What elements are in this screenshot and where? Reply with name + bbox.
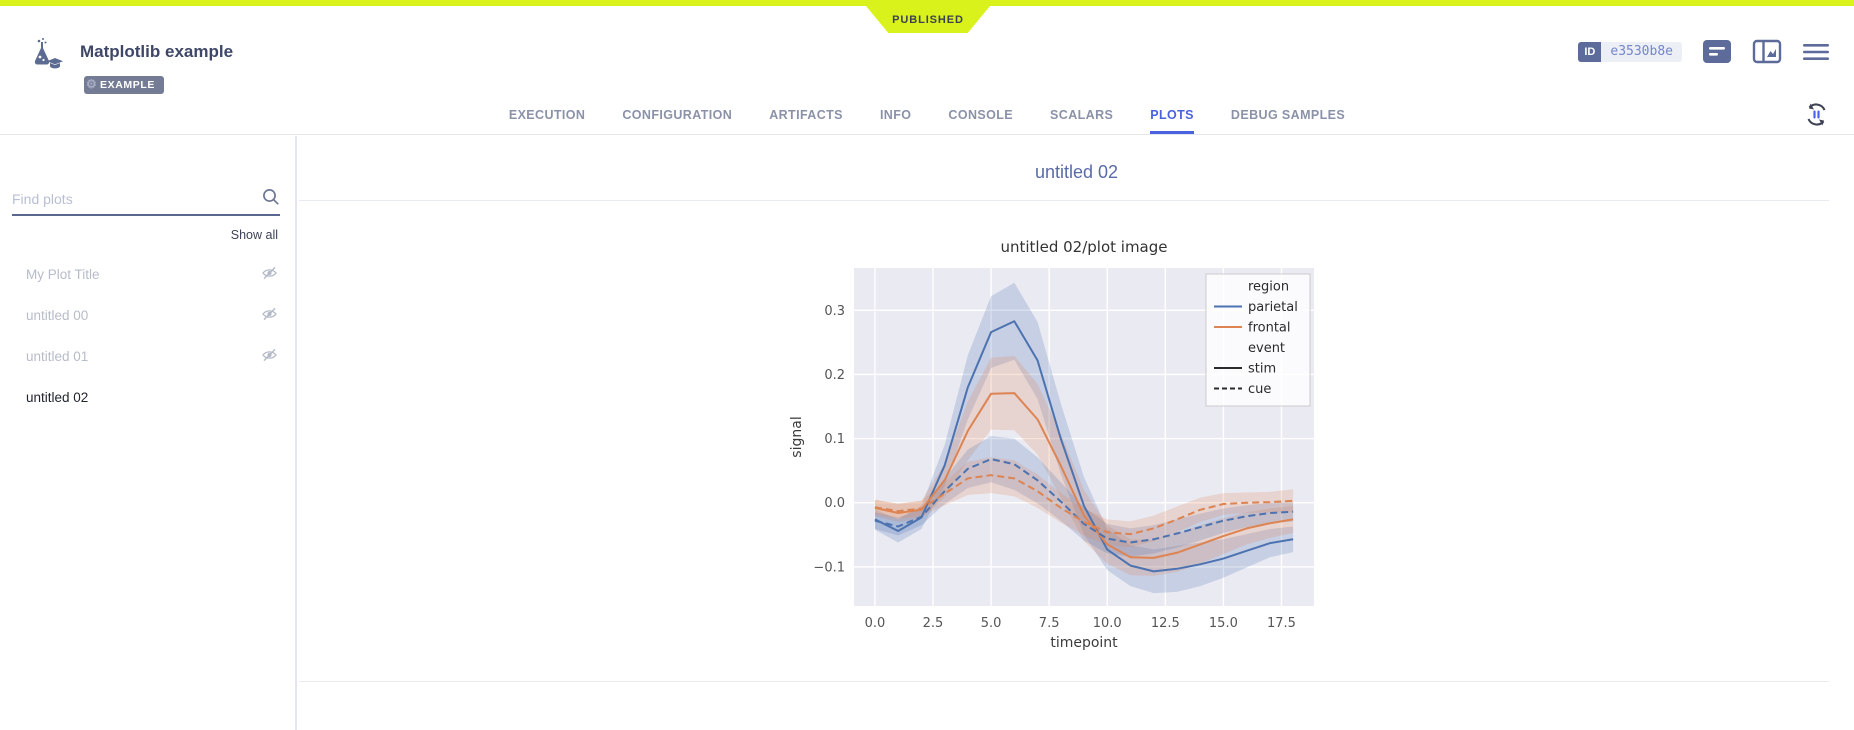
svg-text:12.5: 12.5 [1151,616,1180,631]
plot-card: 0.0 2.5 5.0 7.5 10.0 12.5 15.0 17.5 0.3 0.2 0.1 0.0… [299,200,1829,682]
id-value[interactable]: e3530b8e [1601,41,1682,62]
status-ribbon: PUBLISHED [866,6,990,33]
tab-scalars[interactable]: SCALARS [1050,108,1114,122]
plot-list-item-selected[interactable]: untitled 02 [0,377,295,418]
eye-off-icon[interactable] [261,266,278,283]
status-accent-bar [0,0,1854,6]
tab-plots[interactable]: PLOTS [1150,98,1194,134]
example-tag-label: EXAMPLE [100,79,155,91]
svg-text:timepoint: timepoint [1050,635,1118,651]
tab-artifacts[interactable]: ARTIFACTS [769,108,843,122]
svg-text:signal: signal [789,416,805,457]
auto-refresh-icon[interactable] [1803,101,1830,128]
experiment-title: Matplotlib example [80,42,234,61]
plot-item-label: untitled 02 [26,390,89,405]
comment-icon[interactable] [1702,38,1732,65]
svg-text:event: event [1248,341,1285,356]
gear-icon: ⚙ [86,77,98,91]
example-tag: ⚙ EXAMPLE [84,76,164,94]
svg-text:7.5: 7.5 [1039,616,1060,631]
svg-text:0.3: 0.3 [824,304,845,319]
main-content: untitled 02 0.0 2.5 5.0 7.5 10.0 12.5 15.0 17.5… [299,136,1854,730]
svg-text:parietal: parietal [1248,300,1298,315]
plot-list: My Plot Title untitled 00 untitled 01 [0,254,295,418]
experiment-type-icon [26,36,66,81]
svg-text:5.0: 5.0 [981,616,1002,631]
plot-item-label: untitled 01 [26,349,89,364]
svg-text:0.1: 0.1 [824,432,845,447]
svg-text:frontal: frontal [1248,321,1291,336]
svg-text:17.5: 17.5 [1267,616,1296,631]
id-badge: ID [1578,41,1602,62]
svg-text:−0.1: −0.1 [813,560,845,575]
search-input[interactable] [12,191,262,207]
svg-text:10.0: 10.0 [1093,616,1122,631]
tab-execution[interactable]: EXECUTION [508,108,586,122]
svg-text:untitled 02/plot image: untitled 02/plot image [1000,238,1167,256]
plots-sidebar: Show all My Plot Title untitled 00 [0,136,297,730]
tab-configuration[interactable]: CONFIGURATION [622,108,733,122]
tab-debug-samples[interactable]: DEBUG SAMPLES [1230,108,1346,122]
show-all-link[interactable]: Show all [230,228,278,242]
tab-console[interactable]: CONSOLE [948,108,1014,122]
svg-text:0.2: 0.2 [824,368,845,383]
svg-text:stim: stim [1248,362,1276,377]
section-title: untitled 02 [1034,162,1119,182]
plot-item-label: untitled 00 [26,308,89,323]
plot-figure: 0.0 2.5 5.0 7.5 10.0 12.5 15.0 17.5 0.3 0.2 0.1 0.0… [784,228,1344,681]
tab-bar: EXECUTION CONFIGURATION ARTIFACTS INFO C… [0,98,1854,134]
svg-text:0.0: 0.0 [865,616,886,631]
experiment-id[interactable]: ID e3530b8e [1578,41,1682,62]
eye-off-icon[interactable] [261,348,278,365]
plot-list-item[interactable]: My Plot Title [0,254,295,295]
svg-text:15.0: 15.0 [1209,616,1238,631]
svg-text:2.5: 2.5 [923,616,944,631]
search-icon[interactable] [262,188,280,211]
details-panel-icon[interactable] [1752,38,1782,65]
plot-search [12,184,280,216]
menu-icon[interactable] [1802,41,1830,63]
svg-text:region: region [1248,280,1289,295]
tab-info[interactable]: INFO [879,108,912,122]
svg-text:0.0: 0.0 [824,496,845,511]
eye-off-icon[interactable] [261,307,278,324]
svg-text:cue: cue [1248,382,1271,397]
status-ribbon-label: PUBLISHED [892,13,964,26]
plot-svg: 0.0 2.5 5.0 7.5 10.0 12.5 15.0 17.5 0.3 0.2 0.1 0.0… [789,238,1314,651]
plot-list-item[interactable]: untitled 00 [0,295,295,336]
plot-item-label: My Plot Title [26,267,100,282]
plot-list-item[interactable]: untitled 01 [0,336,295,377]
